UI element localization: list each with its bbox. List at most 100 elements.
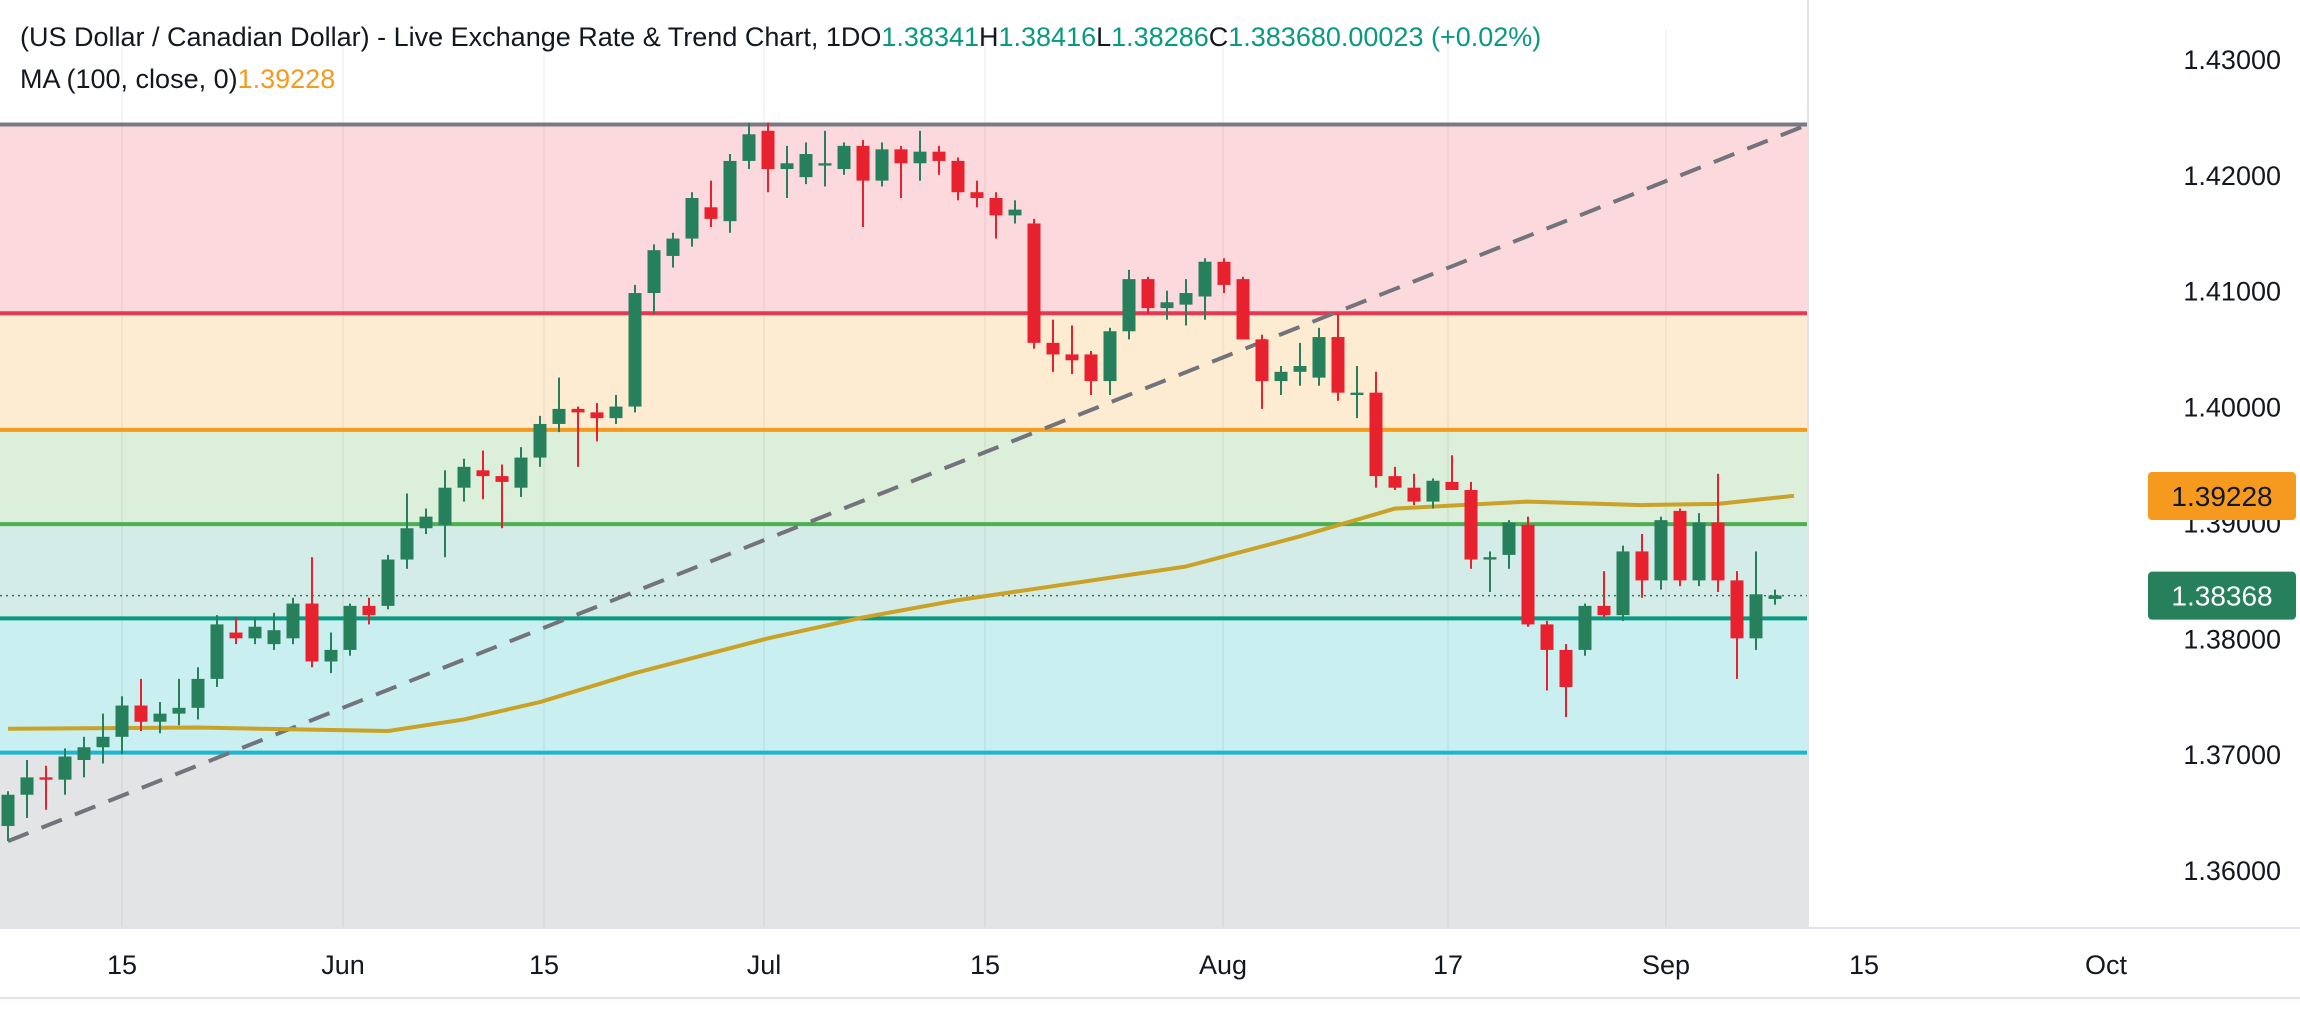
candle-body	[438, 487, 452, 525]
candle-body	[210, 624, 224, 679]
candle-body	[1122, 279, 1136, 332]
fib-zone	[0, 524, 1808, 619]
candle-body	[951, 160, 965, 193]
candle-body	[39, 777, 53, 780]
candle-body	[1426, 480, 1440, 502]
low-label: L	[1096, 22, 1112, 52]
candle-body	[1084, 354, 1098, 382]
candle-body	[1635, 551, 1649, 581]
candle-body	[400, 528, 414, 560]
candle-body	[533, 423, 547, 458]
x-tick-label: Aug	[1199, 950, 1247, 980]
x-tick-label: Oct	[2085, 950, 2128, 980]
candle-body	[1369, 392, 1383, 477]
candle-body	[1236, 279, 1250, 340]
candle-body	[590, 412, 604, 419]
candle-body	[1141, 279, 1155, 309]
candle-body	[970, 192, 984, 199]
candle-body	[1768, 595, 1782, 599]
candle-body	[989, 198, 1003, 216]
candle-body	[552, 408, 566, 424]
y-tick-label: 1.41000	[2183, 277, 2281, 307]
candle-body	[1217, 261, 1231, 285]
candle-body	[1350, 392, 1364, 395]
candle-body	[723, 160, 737, 222]
ma-legend[interactable]: MA (100, close, 0)1.39228	[20, 64, 335, 95]
candle-body	[1673, 510, 1687, 581]
candle-body	[324, 649, 338, 662]
candle-body	[229, 632, 243, 639]
candle-body	[913, 151, 927, 164]
moving-average-layer	[7, 493, 1795, 734]
fib-zone	[0, 429, 1808, 525]
candle-body	[1, 794, 15, 827]
candle-body	[685, 198, 699, 239]
candle-body	[1502, 522, 1516, 555]
candle-body	[1312, 337, 1326, 378]
candle-body	[1293, 366, 1307, 372]
candle-body	[1160, 302, 1174, 309]
ma-price-tag-label: 1.39228	[2171, 481, 2272, 512]
chart-legend: (US Dollar / Canadian Dollar) - Live Exc…	[20, 22, 1541, 53]
candle-body	[799, 153, 813, 178]
candle-body	[96, 736, 110, 748]
candle-body	[1559, 649, 1573, 687]
moving-average-line	[7, 493, 1795, 734]
candle-body	[780, 163, 794, 170]
high-value: 1.38416	[998, 22, 1097, 52]
candle-body	[1027, 223, 1041, 343]
candle-body	[267, 630, 281, 645]
candle-body	[1464, 490, 1478, 560]
candle-body	[77, 747, 91, 760]
candle-body	[381, 559, 395, 606]
candle-body	[172, 707, 186, 714]
candle-body	[837, 145, 851, 170]
candle-body	[742, 134, 756, 161]
candle-body	[419, 516, 433, 529]
candle-body	[1692, 522, 1706, 581]
close-label: C	[1208, 22, 1229, 52]
candle-body	[1008, 209, 1022, 216]
candle-body	[1103, 331, 1117, 382]
y-tick-label: 1.43000	[2183, 45, 2281, 75]
candle-body	[248, 626, 262, 639]
candle-body	[704, 207, 718, 219]
fib-lines	[0, 122, 2300, 755]
candle-body	[1331, 337, 1345, 393]
candle-body	[514, 457, 528, 488]
high-label: H	[979, 22, 999, 52]
candle-body	[343, 605, 357, 650]
candle-body	[1711, 522, 1725, 581]
y-tick-label: 1.40000	[2183, 393, 2281, 423]
x-tick-label: 15	[529, 950, 559, 980]
x-tick-label: 17	[1433, 950, 1463, 980]
x-tick-label: Sep	[1642, 950, 1690, 980]
candle-body	[1540, 624, 1554, 650]
candle-body	[894, 149, 908, 164]
candle-body	[1616, 551, 1630, 616]
fib-zone	[0, 752, 1808, 928]
candle-body	[1065, 354, 1079, 361]
ma-price-tag	[2148, 472, 2296, 521]
y-tick-label: 1.42000	[2183, 161, 2281, 191]
candle-body	[1654, 520, 1668, 581]
chart-title: (US Dollar / Canadian Dollar) - Live Exc…	[20, 22, 861, 52]
fib-zone	[0, 313, 1808, 430]
candle-body	[191, 678, 205, 708]
candle-body	[1578, 605, 1592, 650]
y-tick-label: 1.36000	[2183, 856, 2281, 886]
candle-body	[1046, 342, 1060, 355]
candle-body	[20, 777, 34, 795]
y-tick-label: 1.37000	[2183, 740, 2281, 770]
low-value: 1.38286	[1111, 22, 1209, 52]
candle-body	[761, 130, 775, 170]
candle-body	[1445, 481, 1459, 491]
ma-label: MA (100, close, 0)	[20, 64, 238, 94]
candle-body	[1179, 293, 1193, 305]
candle-body	[1749, 594, 1763, 639]
last-price-tag	[2148, 571, 2296, 620]
last-price-tag-label: 1.38368	[2171, 581, 2272, 612]
